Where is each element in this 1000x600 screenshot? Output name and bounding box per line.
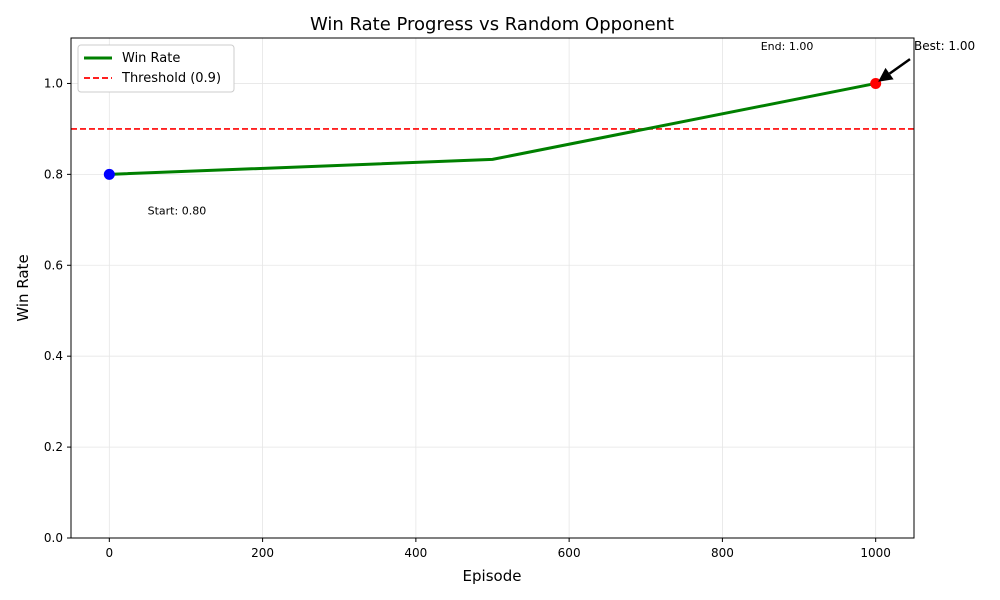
chart-title: Win Rate Progress vs Random Opponent <box>310 14 674 35</box>
x-tick-label: 1000 <box>860 546 891 560</box>
series-group <box>109 81 876 176</box>
x-tick-label: 400 <box>404 546 427 560</box>
y-axis-ticks: 0.0 0.2 0.4 0.6 0.8 1.0 <box>44 76 71 545</box>
y-tick-label: 0.8 <box>44 167 63 181</box>
x-tick-label: 600 <box>558 546 581 560</box>
legend-box <box>77 44 235 93</box>
y-tick-label: 0.2 <box>44 440 63 454</box>
best-arrow-line <box>888 58 911 75</box>
marker-group <box>103 77 882 180</box>
grid <box>71 38 914 539</box>
end-annotation: End: 1.00 <box>761 40 814 53</box>
x-tick-label: 0 <box>105 546 113 560</box>
plot-area-frame <box>70 37 915 539</box>
best-annotation: Best: 1.00 <box>914 39 975 53</box>
y-tick-label: 0.6 <box>44 258 63 272</box>
best-marker <box>870 77 882 89</box>
start-annotation: Start: 0.80 <box>148 205 207 218</box>
y-tick-label: 0.4 <box>44 349 63 363</box>
y-tick-label: 0.0 <box>44 531 63 545</box>
x-axis-label: Episode <box>463 567 522 585</box>
x-tick-label: 200 <box>251 546 274 560</box>
series-line-win-rate <box>109 81 876 176</box>
start-marker <box>103 168 115 180</box>
y-tick-label: 1.0 <box>44 76 63 90</box>
x-tick-label: 800 <box>711 546 734 560</box>
legend-label-win-rate: Win Rate <box>122 51 180 66</box>
best-arrow-head <box>878 67 894 82</box>
y-axis-label: Win Rate <box>14 254 32 321</box>
legend: Win Rate Threshold (0.9) <box>77 44 235 93</box>
x-axis-ticks: 0 200 400 600 800 1000 <box>105 538 891 560</box>
legend-label-threshold: Threshold (0.9) <box>121 71 221 86</box>
